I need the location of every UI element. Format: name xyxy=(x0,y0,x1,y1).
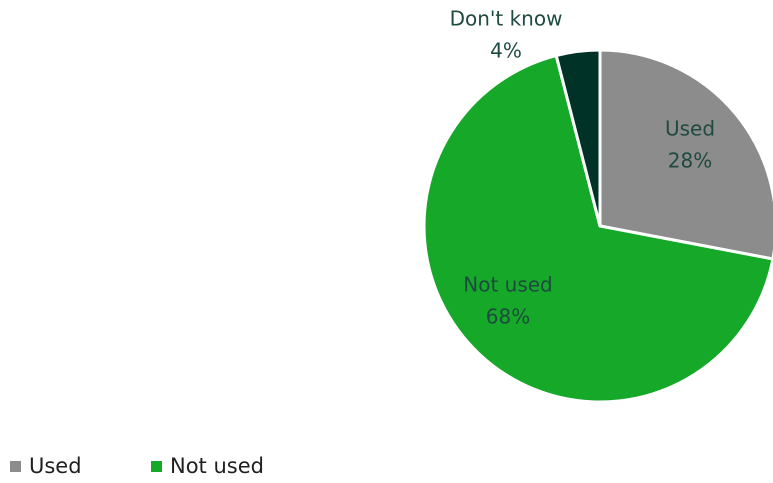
pie-slices xyxy=(422,48,773,404)
slice-label-don-t-know: Don't know xyxy=(450,7,563,31)
slice-value-used: 28% xyxy=(668,149,712,173)
legend-swatch-used xyxy=(10,461,21,472)
pie-slice-used xyxy=(598,48,773,261)
legend-item-used: Used xyxy=(10,454,82,478)
pie-slice-not-used xyxy=(422,54,773,404)
slice-value-not-used: 68% xyxy=(486,305,530,329)
legend-swatch-not-used xyxy=(151,461,162,472)
legend: Used Not used xyxy=(10,454,264,478)
pie-slice-don-t-know xyxy=(554,48,602,228)
pie-labels: Used 28% Not used 68% Don't know 4% xyxy=(450,7,715,329)
slice-value-don-t-know: 4% xyxy=(490,39,522,63)
legend-label-used: Used xyxy=(29,454,82,478)
legend-label-not-used: Not used xyxy=(170,454,264,478)
slice-label-not-used: Not used xyxy=(463,273,553,297)
slice-label-used: Used xyxy=(665,117,715,141)
legend-item-not-used: Not used xyxy=(151,454,264,478)
